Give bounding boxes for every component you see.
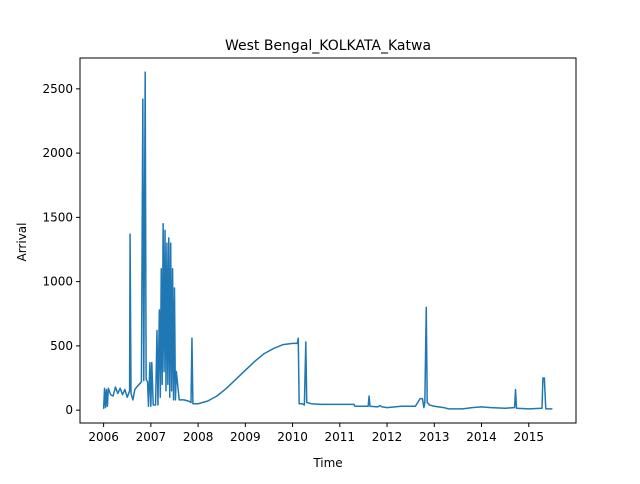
plot-frame bbox=[79, 57, 577, 424]
x-tick-label: 2012 bbox=[372, 430, 403, 444]
x-axis-label: Time bbox=[312, 456, 342, 470]
x-tick-label: 2011 bbox=[325, 430, 356, 444]
x-tick-label: 2013 bbox=[419, 430, 450, 444]
y-tick-label: 500 bbox=[50, 339, 73, 353]
y-tick-label: 1500 bbox=[42, 210, 73, 224]
chart-title: West Bengal_KOLKATA_Katwa bbox=[225, 38, 431, 54]
x-tick-label: 2014 bbox=[466, 430, 497, 444]
x-tick-label: 2009 bbox=[230, 430, 261, 444]
y-tick-label: 2500 bbox=[42, 82, 73, 96]
y-tick-label: 2000 bbox=[42, 146, 73, 160]
x-tick-label: 2006 bbox=[88, 430, 119, 444]
data-line bbox=[102, 71, 553, 410]
y-axis-label: Arrival bbox=[15, 223, 29, 262]
y-tick-label: 1000 bbox=[42, 275, 73, 289]
x-tick-label: 2007 bbox=[136, 430, 167, 444]
x-tick-label: 2010 bbox=[277, 430, 308, 444]
x-tick-label: 2015 bbox=[513, 430, 544, 444]
x-tick-label: 2008 bbox=[183, 430, 214, 444]
y-tick-label: 0 bbox=[65, 403, 73, 417]
